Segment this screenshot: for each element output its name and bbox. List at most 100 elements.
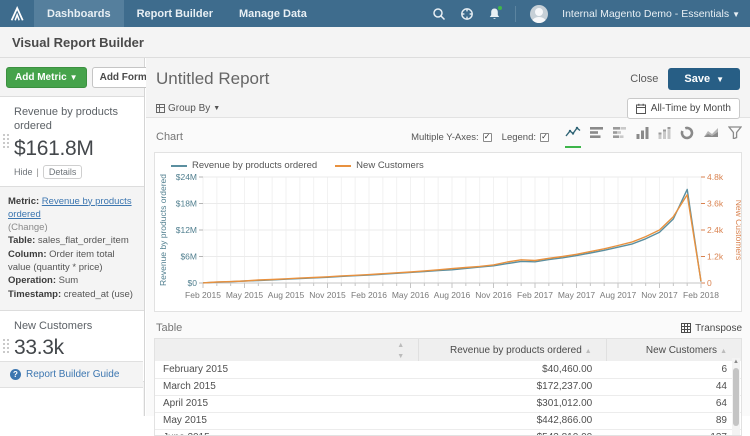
table-header-revenue[interactable]: Revenue by products ordered ▲ <box>418 339 607 361</box>
legend-item-revenue[interactable]: Revenue by products ordered <box>171 160 317 171</box>
chart-section-label: Chart <box>156 131 183 143</box>
bar-horizontal-icon[interactable] <box>590 126 604 146</box>
scrollbar-thumb[interactable] <box>733 368 739 426</box>
group-by-label: Group By <box>168 103 211 114</box>
cell-customers: 137 <box>606 429 741 435</box>
transpose-grid-icon <box>681 323 692 333</box>
report-builder-guide[interactable]: ? Report Builder Guide <box>0 361 143 388</box>
top-navbar: Dashboards Report Builder Manage Data In… <box>0 0 750 27</box>
report-title[interactable]: Untitled Report <box>156 69 270 88</box>
nav-item-dashboards[interactable]: Dashboards <box>34 0 124 27</box>
column-info-value: Order item total value (quantity * price… <box>8 248 115 274</box>
metric-info-block: Metric: Revenue by products ordered (Cha… <box>0 187 144 310</box>
cell-period: March 2015 <box>155 378 419 396</box>
help-icon: ? <box>10 369 21 380</box>
svg-text:$24M: $24M <box>176 172 197 182</box>
metric-card-revenue[interactable]: Revenue by products ordered $161.8M Hide… <box>0 96 144 187</box>
guide-link-label: Report Builder Guide <box>26 369 120 380</box>
table-info-label: Table: <box>8 235 36 247</box>
metric-info-label: Metric: <box>8 195 40 207</box>
add-metric-button[interactable]: Add Metric ▼ <box>6 67 87 88</box>
chart-container: Revenue by products ordered New Customer… <box>154 152 744 312</box>
cell-customers: 64 <box>606 395 741 413</box>
cell-revenue: $442,866.00 <box>418 412 607 430</box>
chart-section-header: Chart Multiple Y-Axes: ✓ Legend: ✓ <box>146 118 750 152</box>
svg-text:Feb 2017: Feb 2017 <box>517 290 553 300</box>
transpose-label: Transpose <box>695 322 742 334</box>
cell-period: May 2015 <box>155 412 419 430</box>
user-avatar[interactable] <box>530 4 549 23</box>
cell-revenue: $301,012.00 <box>418 395 607 413</box>
table-row: April 2015 $301,012.00 64 <box>155 395 741 413</box>
legend-checkbox[interactable]: ✓ <box>540 132 549 142</box>
nav-item-report-builder[interactable]: Report Builder <box>124 0 226 27</box>
table-header-new-customers[interactable]: New Customers ▲ <box>606 339 741 361</box>
sort-icon: ▲ <box>720 347 727 355</box>
cell-revenue: $40,460.00 <box>418 361 607 379</box>
hide-link[interactable]: Hide <box>14 166 33 177</box>
cell-revenue: $543,810.00 <box>418 429 607 435</box>
scroll-up-arrow[interactable]: ▲ <box>733 359 739 365</box>
svg-text:4.8k: 4.8k <box>707 172 724 182</box>
legend-item-new-customers[interactable]: New Customers <box>335 160 424 171</box>
notifications-bell-icon[interactable] <box>488 4 504 21</box>
column-chart-icon[interactable] <box>636 126 649 146</box>
funnel-icon[interactable] <box>727 126 743 146</box>
timestamp-info-label: Timestamp: <box>8 288 62 300</box>
svg-text:3.6k: 3.6k <box>707 199 724 209</box>
search-icon[interactable] <box>432 7 446 21</box>
save-label: Save <box>684 73 711 85</box>
table-section-label: Table <box>156 322 183 334</box>
svg-text:Aug 2017: Aug 2017 <box>600 290 637 300</box>
bar-horizontal-stacked-icon[interactable] <box>613 126 627 146</box>
svg-text:0: 0 <box>707 278 712 288</box>
nav-item-label: Report Builder <box>136 7 213 20</box>
drag-handle-icon[interactable] <box>3 339 10 354</box>
legend-swatch-teal <box>171 164 187 167</box>
multiple-y-axes-checkbox[interactable]: ✓ <box>482 132 492 142</box>
svg-text:May 2016: May 2016 <box>392 290 430 300</box>
metric-title: New Customers <box>14 319 93 332</box>
donut-chart-icon[interactable] <box>680 126 694 147</box>
user-menu[interactable]: Internal Magento Demo - Essentials ▼ <box>562 7 740 20</box>
svg-text:Aug 2016: Aug 2016 <box>434 290 471 300</box>
table-row: February 2015 $40,460.00 6 <box>155 361 741 379</box>
sort-icon: ▲ ▼ <box>397 342 405 360</box>
grid-icon <box>156 104 165 113</box>
metric-link[interactable]: Revenue by products ordered <box>8 195 132 220</box>
change-link[interactable]: (Change) <box>8 222 48 234</box>
transpose-button[interactable]: Transpose <box>681 323 742 334</box>
adobe-logo-icon[interactable] <box>0 0 34 27</box>
close-button[interactable]: Close <box>630 73 659 85</box>
svg-text:May 2015: May 2015 <box>226 290 264 300</box>
cell-customers: 6 <box>606 361 741 379</box>
table-info-value: sales_flat_order_item <box>37 235 129 247</box>
report-header: Untitled Report Close Save ▼ Group By ▼ A… <box>146 58 750 119</box>
table-row: June 2015 $543,810.00 137 <box>155 429 741 435</box>
data-table: ▲ ▼ Revenue by products ordered ▲ New Cust… <box>154 338 742 436</box>
time-range-label: All-Time by Month <box>650 103 731 114</box>
table-scrollbar[interactable]: ▲ <box>732 358 740 435</box>
legend-label-new-customers: New Customers <box>356 160 424 171</box>
svg-text:Nov 2015: Nov 2015 <box>309 290 346 300</box>
svg-text:Nov 2016: Nov 2016 <box>475 290 512 300</box>
table-header-period[interactable]: ▲ ▼ <box>155 339 420 361</box>
header-label: New Customers <box>645 344 718 356</box>
column-stacked-icon[interactable] <box>658 126 671 146</box>
chart-legend: Revenue by products ordered New Customer… <box>157 157 739 171</box>
time-range-button[interactable]: All-Time by Month <box>626 98 740 119</box>
svg-text:Nov 2017: Nov 2017 <box>641 290 678 300</box>
line-chart-icon[interactable] <box>565 126 581 148</box>
details-link[interactable]: Details <box>42 164 83 179</box>
legend-swatch-orange <box>335 164 352 167</box>
globe-icon[interactable] <box>460 7 474 21</box>
report-builder-main: Untitled Report Close Save ▼ Group By ▼ A… <box>146 58 750 436</box>
operation-info-value: Sum <box>58 275 79 287</box>
nav-item-manage-data[interactable]: Manage Data <box>226 0 320 27</box>
user-name-label: Internal Magento Demo - Essentials <box>562 7 730 20</box>
drag-handle-icon[interactable] <box>3 134 10 149</box>
legend-label: Legend: <box>501 131 536 143</box>
group-by-button[interactable]: Group By ▼ <box>156 103 220 114</box>
area-chart-icon[interactable] <box>703 126 719 146</box>
save-button[interactable]: Save ▼ <box>668 68 740 90</box>
